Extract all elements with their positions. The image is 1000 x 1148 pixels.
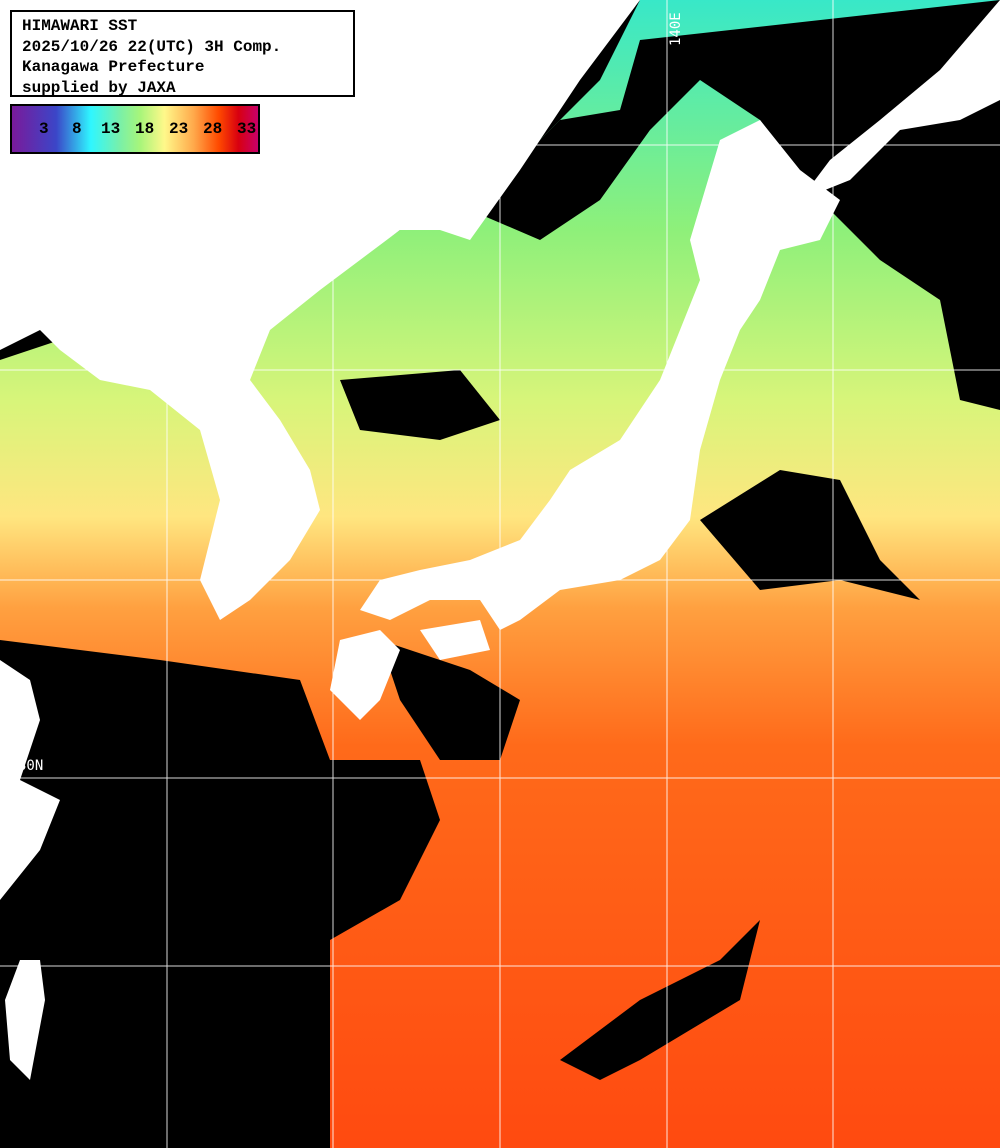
hokkaido xyxy=(800,0,1000,200)
legend-tick: 28 xyxy=(203,120,223,138)
title-box: HIMAWARI SST 2025/10/26 22(UTC) 3H Comp.… xyxy=(10,10,355,97)
landmass-asia xyxy=(0,0,640,620)
color-scale-legend: 3 8 13 18 23 28 33 xyxy=(10,104,260,154)
legend-tick: 13 xyxy=(101,120,121,138)
kyushu xyxy=(330,630,400,720)
shikoku xyxy=(420,620,490,660)
legend-tick: 23 xyxy=(169,120,189,138)
taiwan xyxy=(5,960,45,1080)
title-source: supplied by JAXA xyxy=(22,78,176,97)
title-region: Kanagawa Prefecture xyxy=(22,58,205,76)
title-datetime: 2025/10/26 22(UTC) 3H Comp. xyxy=(22,37,282,56)
legend-tick: 3 xyxy=(39,120,49,138)
latitude-label: 30N xyxy=(18,758,44,774)
legend-tick: 33 xyxy=(237,120,257,138)
land xyxy=(0,0,1000,1080)
longitude-label: 140E xyxy=(668,12,684,46)
legend-tick: 18 xyxy=(135,120,155,138)
honshu xyxy=(360,120,840,630)
title-product: HIMAWARI SST xyxy=(22,17,138,35)
landmass-west xyxy=(0,660,60,900)
legend-tick: 8 xyxy=(72,120,82,138)
